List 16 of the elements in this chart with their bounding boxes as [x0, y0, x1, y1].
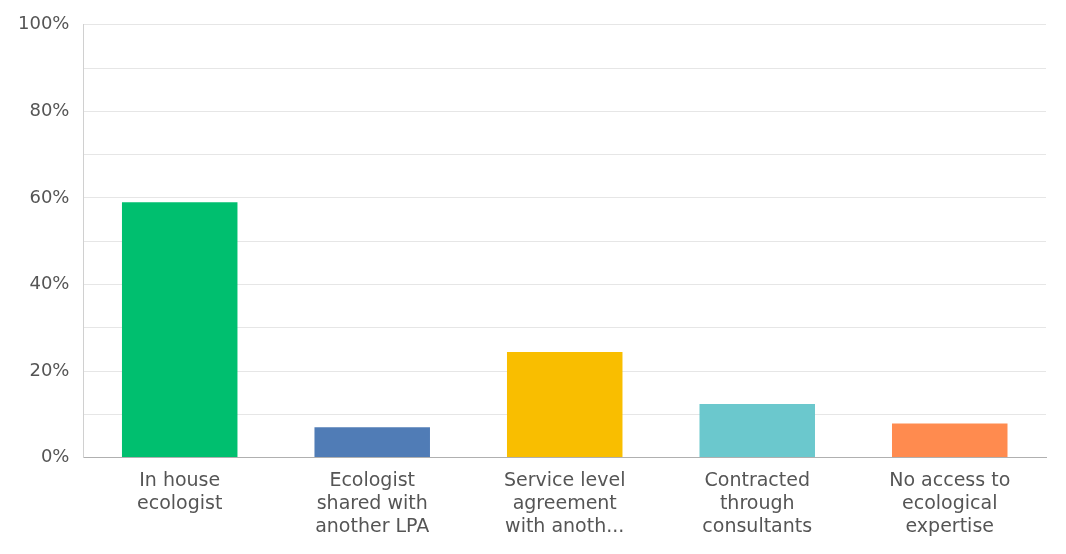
bar [699, 403, 815, 458]
y-tick-label: 80% [29, 99, 70, 121]
y-tick-label: 20% [29, 358, 70, 380]
y-tick-label: 40% [29, 272, 70, 294]
y-tick-label: 0% [40, 445, 70, 467]
bar [891, 423, 1008, 458]
x-tick-label: In house ecologist [137, 467, 223, 513]
y-tick-label: 60% [29, 185, 70, 207]
x-tick-label: No access to ecological expertise [889, 467, 1011, 536]
bar [314, 427, 430, 458]
y-tick-label: 100% [17, 12, 70, 34]
x-tick-label: Contracted through consultants [702, 467, 813, 536]
bar [121, 202, 238, 458]
x-tick-label: Ecologist shared with another LPA [315, 467, 430, 536]
x-tick-label: Service level agreement with anoth... [504, 467, 626, 536]
bar [506, 352, 623, 458]
